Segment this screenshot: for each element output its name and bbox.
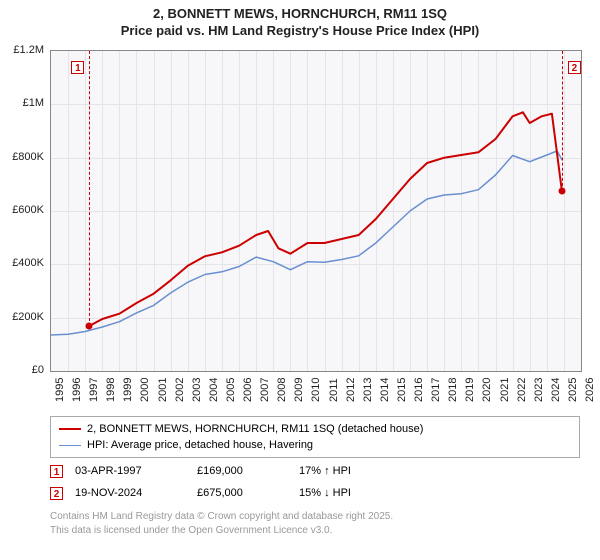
footer-line-2: This data is licensed under the Open Gov… (50, 524, 580, 538)
x-tick-label: 2001 (157, 378, 169, 402)
transaction-row: 2 19-NOV-2024 £675,000 15% ↓ HPI (50, 482, 580, 504)
transaction-marker: 1 (50, 465, 63, 478)
line-subject (90, 112, 562, 326)
transaction-date: 19-NOV-2024 (75, 487, 185, 499)
transaction-pct: 17% ↑ HPI (299, 465, 409, 477)
marker-point (86, 322, 93, 329)
legend-label-hpi: HPI: Average price, detached house, Have… (87, 439, 313, 451)
title-line-2: Price paid vs. HM Land Registry's House … (0, 23, 600, 40)
legend-swatch-subject (59, 428, 81, 430)
x-tick-label: 2013 (362, 378, 374, 402)
y-tick-label: £0 (32, 364, 44, 376)
x-tick-label: 2015 (396, 378, 408, 402)
legend-swatch-hpi (59, 445, 81, 446)
transaction-row: 1 03-APR-1997 £169,000 17% ↑ HPI (50, 460, 580, 482)
x-tick-label: 2016 (413, 378, 425, 402)
legend: 2, BONNETT MEWS, HORNCHURCH, RM11 1SQ (d… (50, 416, 580, 458)
title-line-1: 2, BONNETT MEWS, HORNCHURCH, RM11 1SQ (0, 6, 600, 23)
x-tick-label: 2009 (293, 378, 305, 402)
x-tick-label: 2003 (191, 378, 203, 402)
x-tick-label: 2000 (139, 378, 151, 402)
footer: Contains HM Land Registry data © Crown c… (50, 510, 580, 537)
chart-lines (51, 51, 581, 371)
x-tick-label: 1998 (105, 378, 117, 402)
legend-row-hpi: HPI: Average price, detached house, Have… (59, 437, 571, 453)
x-tick-label: 2012 (345, 378, 357, 402)
marker-vline (89, 51, 90, 326)
x-tick-label: 2026 (584, 378, 596, 402)
plot-area: 12 (50, 50, 582, 372)
x-tick-label: 2007 (259, 378, 271, 402)
transaction-marker: 2 (50, 487, 63, 500)
marker-vline (562, 51, 563, 191)
y-tick-label: £1M (23, 97, 44, 109)
marker-point (558, 188, 565, 195)
x-axis: 1995 1996 1997 1998 1999 2000 2001 2002 2003 2004… (50, 372, 580, 412)
x-tick-label: 1997 (88, 378, 100, 402)
legend-label-subject: 2, BONNETT MEWS, HORNCHURCH, RM11 1SQ (d… (87, 423, 423, 435)
x-tick-label: 2010 (310, 378, 322, 402)
transaction-table: 1 03-APR-1997 £169,000 17% ↑ HPI 2 19-NOV-202… (50, 460, 580, 504)
y-tick-label: £400K (12, 257, 44, 269)
transaction-date: 03-APR-1997 (75, 465, 185, 477)
transaction-price: £675,000 (197, 487, 287, 499)
marker-box: 2 (568, 61, 581, 74)
y-tick-label: £800K (12, 151, 44, 163)
chart-container: 2, BONNETT MEWS, HORNCHURCH, RM11 1SQ Pr… (0, 0, 600, 560)
x-tick-label: 2002 (174, 378, 186, 402)
y-tick-label: £1.2M (13, 44, 44, 56)
transaction-pct: 15% ↓ HPI (299, 487, 409, 499)
x-tick-label: 2025 (567, 378, 579, 402)
marker-box: 1 (71, 61, 84, 74)
x-tick-label: 2018 (447, 378, 459, 402)
transaction-price: £169,000 (197, 465, 287, 477)
x-tick-label: 2024 (550, 378, 562, 402)
x-tick-label: 2008 (276, 378, 288, 402)
legend-row-subject: 2, BONNETT MEWS, HORNCHURCH, RM11 1SQ (d… (59, 421, 571, 437)
x-tick-label: 2020 (481, 378, 493, 402)
x-tick-label: 2021 (499, 378, 511, 402)
y-tick-label: £600K (12, 204, 44, 216)
x-tick-label: 2014 (379, 378, 391, 402)
x-tick-label: 2019 (464, 378, 476, 402)
x-tick-label: 2022 (516, 378, 528, 402)
title-block: 2, BONNETT MEWS, HORNCHURCH, RM11 1SQ Pr… (0, 0, 600, 40)
footer-line-1: Contains HM Land Registry data © Crown c… (50, 510, 580, 524)
x-tick-label: 1996 (71, 378, 83, 402)
x-tick-label: 2006 (242, 378, 254, 402)
y-axis: £0£200K£400K£600K£800K£1M£1.2M (0, 50, 48, 370)
y-tick-label: £200K (12, 311, 44, 323)
x-tick-label: 2023 (533, 378, 545, 402)
x-tick-label: 2005 (225, 378, 237, 402)
x-tick-label: 2017 (430, 378, 442, 402)
x-tick-label: 2011 (328, 378, 340, 402)
x-tick-label: 1999 (122, 378, 134, 402)
x-tick-label: 1995 (54, 378, 66, 402)
x-tick-label: 2004 (208, 378, 220, 402)
